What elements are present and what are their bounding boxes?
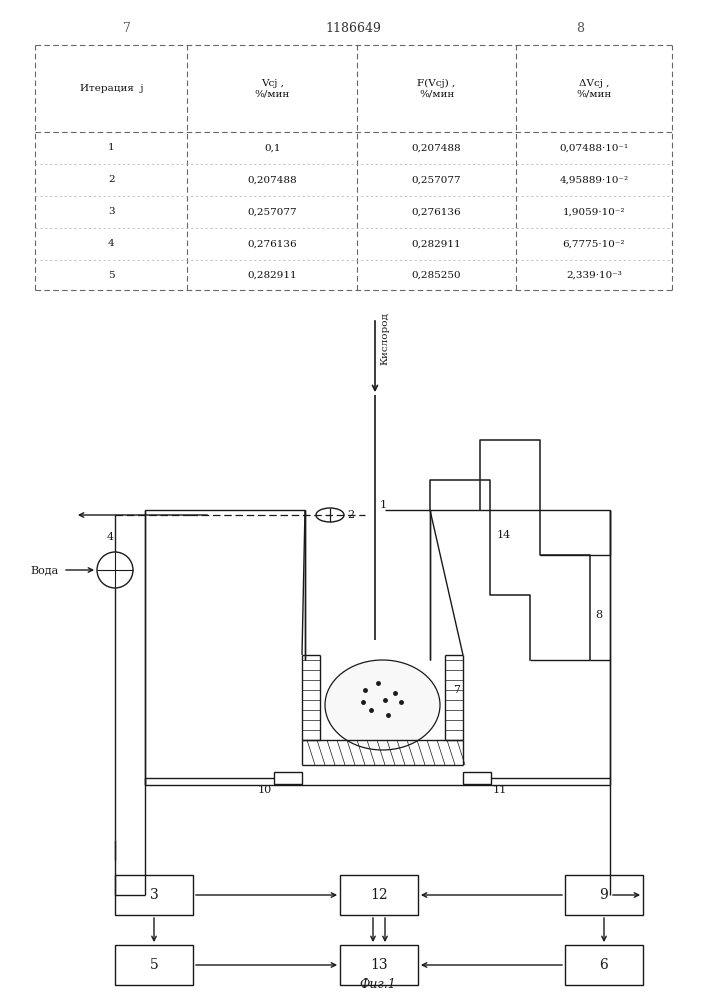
Text: 0,1: 0,1 <box>264 143 281 152</box>
Text: 4: 4 <box>107 532 114 542</box>
Text: 7: 7 <box>453 685 460 695</box>
Text: 0,282911: 0,282911 <box>411 239 462 248</box>
Text: 0,207488: 0,207488 <box>247 175 297 184</box>
Bar <box>463 772 491 784</box>
Text: 12: 12 <box>370 888 388 902</box>
Text: 0,07488·10⁻¹: 0,07488·10⁻¹ <box>559 143 629 152</box>
Text: 4,95889·10⁻²: 4,95889·10⁻² <box>559 175 629 184</box>
Bar <box>565 875 643 915</box>
Text: 0,207488: 0,207488 <box>411 143 462 152</box>
Text: Vсj ,
%/мин: Vсj , %/мин <box>255 79 290 98</box>
Text: ΔVсj ,
%/мин: ΔVсj , %/мин <box>576 79 612 98</box>
Text: 5: 5 <box>150 958 158 972</box>
Text: 3: 3 <box>108 208 115 217</box>
Bar <box>115 875 193 915</box>
Text: Фиг.1: Фиг.1 <box>360 978 397 992</box>
Bar <box>340 875 418 915</box>
Text: 2: 2 <box>108 175 115 184</box>
Bar <box>274 772 302 784</box>
Text: 10: 10 <box>258 785 272 795</box>
Text: 5: 5 <box>108 270 115 279</box>
Text: 13: 13 <box>370 958 388 972</box>
Text: 1: 1 <box>380 500 387 510</box>
Text: 8: 8 <box>595 610 602 620</box>
Text: F(Vсj) ,
%/мин: F(Vсj) , %/мин <box>417 79 456 98</box>
Text: Итерация  j: Итерация j <box>80 84 143 93</box>
Text: 2,339·10⁻³: 2,339·10⁻³ <box>566 270 621 279</box>
Text: 1,9059·10⁻²: 1,9059·10⁻² <box>563 208 625 217</box>
Text: 11: 11 <box>493 785 507 795</box>
Text: Кислород: Кислород <box>380 312 389 365</box>
Text: 9: 9 <box>600 888 609 902</box>
Bar <box>115 945 193 985</box>
Ellipse shape <box>316 508 344 522</box>
Text: 3: 3 <box>150 888 158 902</box>
Bar <box>340 945 418 985</box>
Text: 1186649: 1186649 <box>325 22 382 35</box>
Text: 0,276136: 0,276136 <box>247 239 297 248</box>
Text: 0,285250: 0,285250 <box>411 270 462 279</box>
Text: 0,257077: 0,257077 <box>247 208 297 217</box>
Text: 6,7775·10⁻²: 6,7775·10⁻² <box>563 239 625 248</box>
Text: 0,276136: 0,276136 <box>411 208 462 217</box>
Ellipse shape <box>325 660 440 750</box>
Text: 1: 1 <box>108 143 115 152</box>
Text: 4: 4 <box>108 239 115 248</box>
Bar <box>565 945 643 985</box>
Text: 7: 7 <box>123 22 132 35</box>
Text: Вода: Вода <box>30 565 58 575</box>
Text: 14: 14 <box>497 530 511 540</box>
Text: 0,257077: 0,257077 <box>411 175 462 184</box>
Text: 6: 6 <box>600 958 609 972</box>
Text: 2: 2 <box>347 510 354 520</box>
Text: 8: 8 <box>575 22 584 35</box>
Text: 0,282911: 0,282911 <box>247 270 297 279</box>
